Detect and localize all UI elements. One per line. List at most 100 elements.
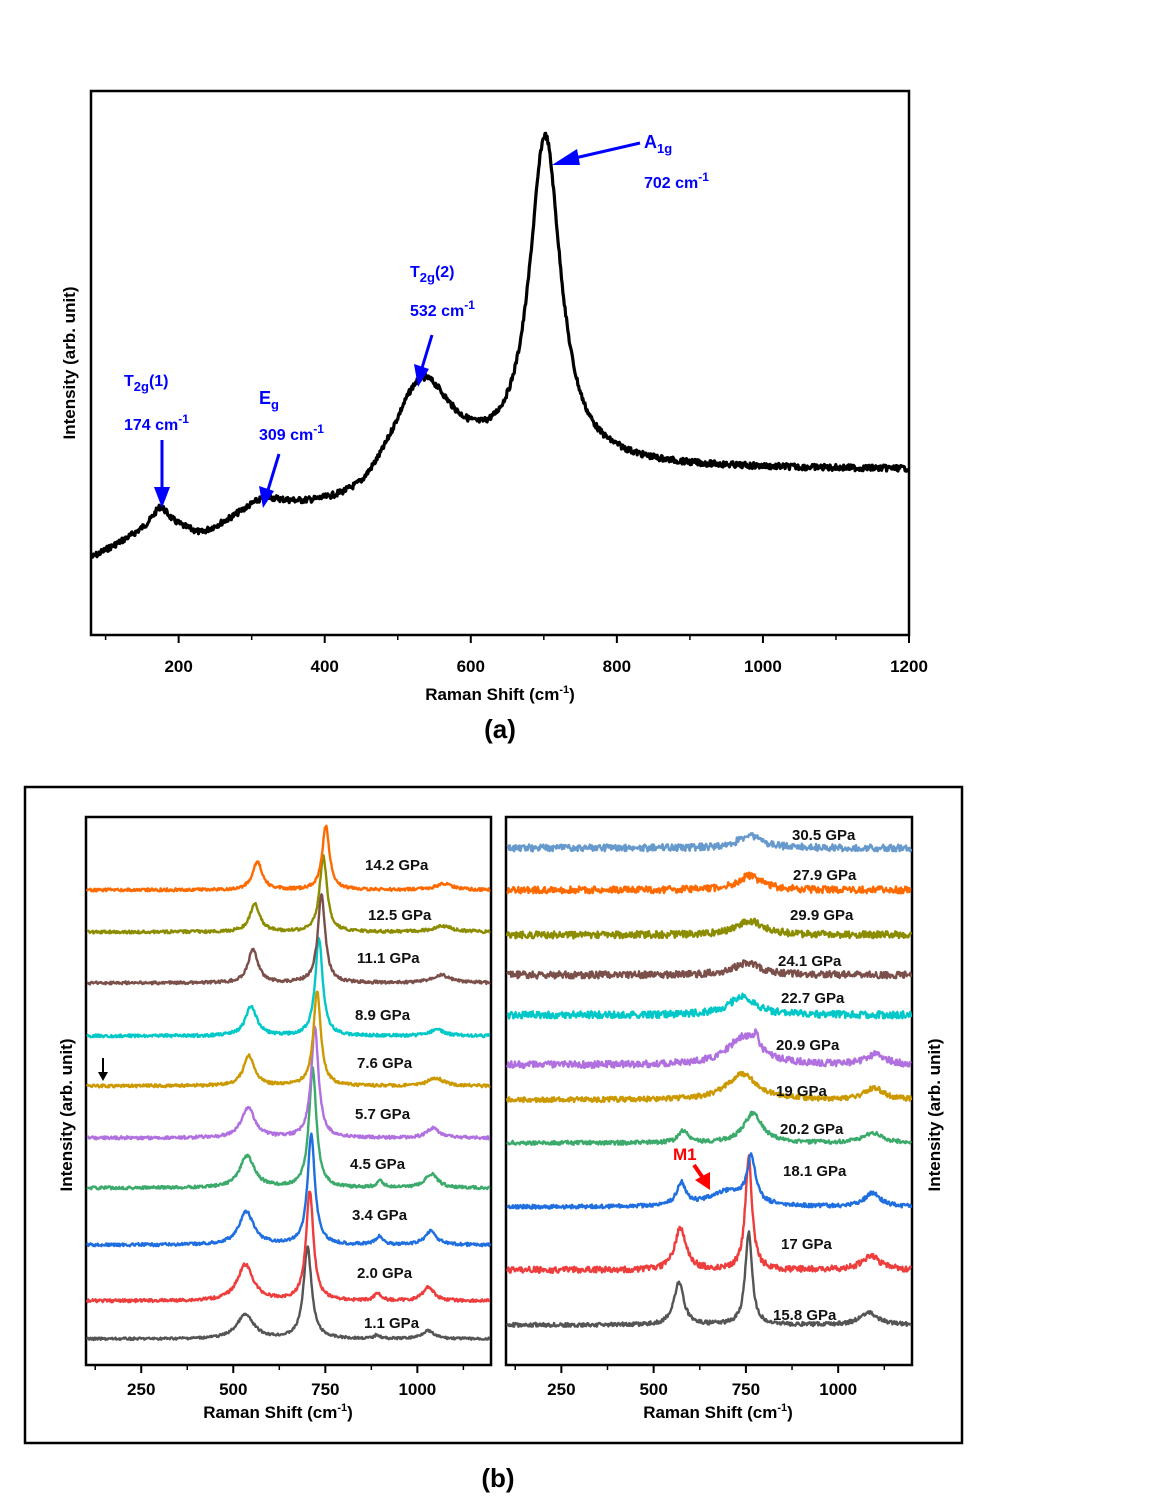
spectrum-line (86, 1066, 491, 1191)
spectrum-line (86, 893, 491, 986)
spectrum-line (506, 832, 913, 853)
svg-text:309 cm-1: 309 cm-1 (259, 422, 324, 444)
panel-b: 250 500 750 1000 250 500 750 1000 14.2 GPa 12.5… (23, 785, 964, 1493)
panel-b-right-spectra (505, 832, 913, 1328)
pressure-label: 29.9 GPa (790, 907, 854, 924)
spectrum-line (506, 1152, 913, 1210)
pressure-label: 12.5 GPa (368, 907, 432, 924)
pressure-label: 5.7 GPa (355, 1106, 411, 1123)
svg-text:174 cm-1: 174 cm-1 (124, 412, 189, 434)
panel-b-right-y-label: Intensity (arb. unit) (925, 1039, 944, 1192)
svg-text:M1: M1 (673, 1145, 697, 1164)
pressure-label: 8.9 GPa (355, 1007, 411, 1024)
spectrum-line (85, 824, 491, 893)
panel-b-left-x-ticks: 250 500 750 1000 (94, 1365, 465, 1399)
spectrum-line (505, 917, 913, 940)
spectrum-line (506, 1110, 913, 1146)
x-tick-label: 800 (603, 657, 631, 676)
pressure-label: 11.1 GPa (357, 950, 420, 967)
pressure-label: 15.8 GPa (773, 1307, 837, 1324)
x-tick-label: 500 (639, 1380, 667, 1399)
svg-text:Eg: Eg (259, 388, 279, 412)
x-tick-label: 250 (127, 1380, 155, 1399)
panel-a-x-label: Raman Shift (cm-1) (425, 684, 575, 704)
spectrum-line (86, 854, 491, 935)
panel-b-caption: (b) (481, 1463, 514, 1493)
annotation-t2g2: T2g(2) 532 cm-1 (410, 264, 475, 387)
x-tick-label: 250 (547, 1380, 575, 1399)
arrow-icon (259, 453, 281, 508)
pressure-label: 4.5 GPa (350, 1156, 406, 1173)
panel-b-right-frame (504, 815, 914, 1367)
arrow-icon (552, 141, 641, 165)
spectrum-line (506, 992, 913, 1020)
pressure-label: 20.9 GPa (776, 1037, 840, 1054)
annotation-t2g1: T2g(1) 174 cm-1 (124, 373, 189, 508)
pressure-label: 1.1 GPa (364, 1315, 420, 1332)
panel-b-left-y-label: Intensity (arb. unit) (57, 1039, 76, 1192)
panel-a-y-label: Intensity (arb. unit) (60, 287, 79, 440)
panel-b-outer-frame (23, 785, 964, 1445)
svg-text:T2g(2): T2g(2) (410, 264, 455, 285)
annotation-eg: Eg 309 cm-1 (259, 388, 324, 508)
svg-text:702 cm-1: 702 cm-1 (644, 170, 709, 192)
panel-b-right-x-label: Raman Shift (cm-1) (643, 1402, 793, 1422)
spectrum-line (505, 1230, 912, 1328)
spectrum-line (505, 1070, 913, 1104)
panel-a-caption: (a) (484, 714, 516, 744)
arrow-icon (414, 334, 434, 387)
pressure-label: 24.1 GPa (778, 953, 842, 970)
x-tick-label: 500 (219, 1380, 247, 1399)
pressure-label: 3.4 GPa (352, 1207, 408, 1224)
spectrum-line (91, 131, 910, 559)
panel-b-left-frame (84, 815, 493, 1367)
panel-b-right-x-ticks: 250 500 750 1000 (514, 1365, 886, 1399)
svg-text:A1g: A1g (644, 132, 672, 156)
panel-a-frame (89, 89, 911, 637)
spectrum-line (85, 1245, 491, 1342)
svg-text:532 cm-1: 532 cm-1 (410, 298, 475, 320)
x-tick-label: 200 (164, 657, 192, 676)
pressure-label: 2.0 GPa (357, 1265, 413, 1282)
spectrum-line (85, 990, 491, 1089)
down-arrow-icon (98, 1058, 108, 1081)
spectrum-line (505, 1154, 913, 1274)
spectrum-line (505, 1028, 912, 1070)
x-tick-label: 1200 (890, 657, 928, 676)
x-tick-label: 750 (311, 1380, 339, 1399)
spectrum-line (86, 1025, 491, 1141)
panel-b-left-pressure-labels: 14.2 GPa 12.5 GPa 11.1 GPa 8.9 GPa 7.6 GPa 5.… (350, 857, 432, 1332)
x-tick-label: 1000 (398, 1380, 436, 1399)
panel-a-x-ticks: 200 400 600 800 1000 1200 (104, 635, 928, 676)
x-tick-label: 1000 (744, 657, 782, 676)
panel-b-left-spectra (85, 824, 492, 1342)
pressure-label: 20.2 GPa (780, 1121, 844, 1138)
arrow-icon (154, 440, 170, 508)
pressure-label: 7.6 GPa (357, 1055, 413, 1072)
pressure-label: 30.5 GPa (792, 827, 856, 844)
x-tick-label: 1000 (819, 1380, 857, 1399)
pressure-label: 22.7 GPa (781, 990, 845, 1007)
spectrum-line (85, 1132, 492, 1248)
pressure-label: 14.2 GPa (365, 857, 429, 874)
annotation-a1g: A1g 702 cm-1 (552, 132, 709, 192)
x-tick-label: 400 (311, 657, 339, 676)
red-arrow-icon (692, 1163, 710, 1190)
svg-text:T2g(1): T2g(1) (124, 373, 169, 394)
spectrum-line (506, 871, 912, 895)
panel-b-left-x-label: Raman Shift (cm-1) (203, 1402, 353, 1422)
pressure-label: 19 GPa (776, 1083, 828, 1100)
m1-annotation: M1 (673, 1145, 710, 1190)
pressure-label: 17 GPa (781, 1236, 833, 1253)
panel-a: 200 400 600 800 1000 1200 Intensity (arb. uni… (60, 89, 928, 744)
spectrum-line (506, 959, 913, 980)
spectrum-line (86, 936, 491, 1039)
x-tick-label: 750 (732, 1380, 760, 1399)
pressure-label: 27.9 GPa (793, 867, 857, 884)
x-tick-label: 600 (457, 657, 485, 676)
panel-b-right-pressure-labels: 30.5 GPa 27.9 GPa 29.9 GPa 24.1 GPa 22.7 GPa… (773, 827, 857, 1324)
panel-a-spectrum (91, 131, 910, 559)
spectrum-line (85, 1190, 491, 1304)
pressure-label: 18.1 GPa (783, 1163, 847, 1180)
